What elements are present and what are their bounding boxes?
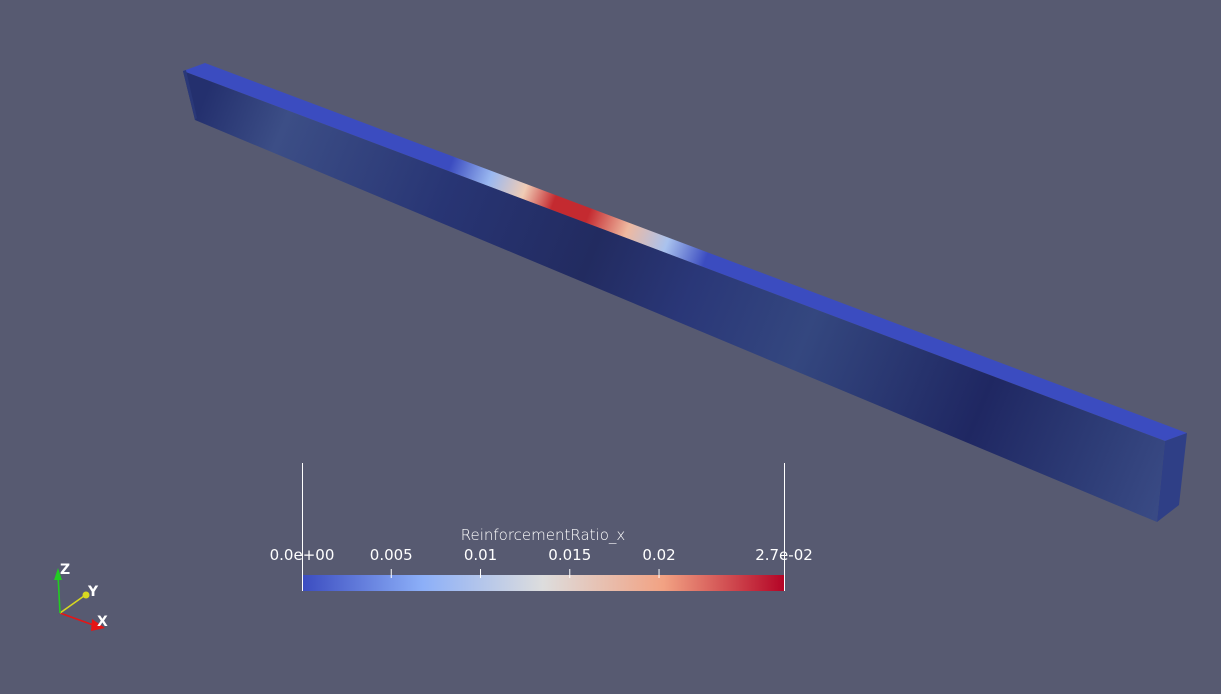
orientation-axes[interactable] (54, 568, 105, 631)
scalar-bar-tick-label-1: 0.01 (463, 546, 498, 564)
beam-end-face (1157, 433, 1187, 522)
scalar-bar-tick-label-3: 0.02 (642, 546, 676, 564)
scalar-bar-tick-label-2: 0.015 (548, 546, 592, 564)
y-axis-label: Y (88, 584, 99, 600)
beam-start-face (183, 70, 197, 120)
x-axis-arrow (91, 619, 105, 631)
scalar-bar-tick-marks (390, 569, 660, 578)
beam-mesh (183, 63, 1187, 522)
beam-top-face (183, 63, 1187, 441)
scalar-bar-max-label: 2.7e-02 (755, 546, 813, 564)
scalar-bar-tick-label-0: 0.005 (369, 546, 413, 564)
scalar-bar[interactable] (302, 463, 785, 591)
x-axis-line (59, 612, 97, 627)
beam-front-face (183, 71, 1165, 522)
scalar-bar-gradient (302, 575, 784, 591)
z-axis-line (57, 574, 61, 614)
scalar-bar-title: ReinforcementRatio_x (460, 526, 626, 544)
x-axis-label: X (97, 614, 108, 630)
scalar-bar-min-label: 0.0e+00 (269, 546, 335, 564)
z-axis-label: Z (60, 562, 71, 578)
y-axis-line (59, 595, 85, 614)
y-axis-arrow (82, 591, 90, 599)
z-axis-arrow (54, 568, 62, 580)
